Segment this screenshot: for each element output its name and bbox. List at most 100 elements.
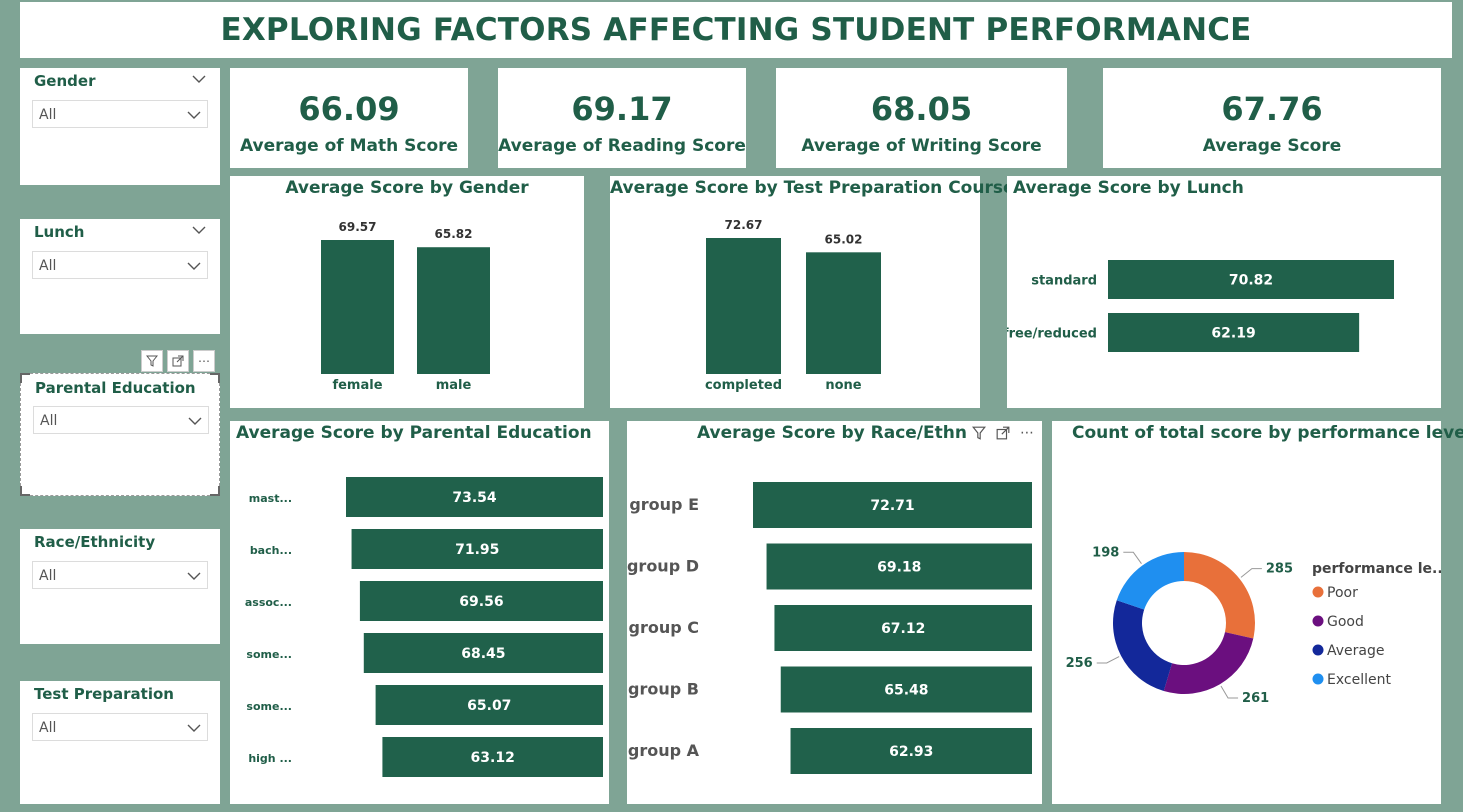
- kpi-card-math[interactable]: 66.09 Average of Math Score: [230, 68, 468, 168]
- data-label: 69.56: [459, 594, 503, 610]
- bar: [375, 685, 603, 725]
- slicer-title: Test Preparation: [34, 685, 174, 703]
- data-label: 261: [1242, 691, 1269, 706]
- slicer-value: All: [39, 258, 57, 274]
- slicer-value: All: [39, 568, 57, 584]
- data-label: 65.48: [884, 683, 928, 699]
- resize-handle[interactable]: [210, 373, 220, 383]
- kpi-label: Average Score: [1202, 136, 1342, 156]
- category-label: bach...: [250, 544, 292, 557]
- chevron-down-icon[interactable]: [192, 223, 206, 237]
- data-label: 67.12: [881, 621, 925, 637]
- bar: [1108, 260, 1394, 299]
- category-label: group B: [628, 680, 699, 699]
- bar: [321, 240, 394, 374]
- kpi-card-writing[interactable]: 68.05 Average of Writing Score: [776, 68, 1067, 168]
- focus-mode-icon[interactable]: [167, 350, 189, 372]
- category-label: some...: [246, 648, 292, 661]
- resize-handle[interactable]: [20, 486, 30, 496]
- category-label: group A: [628, 741, 700, 760]
- chart-race-ethnicity[interactable]: Average Score by Race/Ethnicit ⋯ 72.71 gr…: [627, 421, 1042, 804]
- slicer-test-preparation[interactable]: Test Preparation All: [20, 681, 220, 804]
- kpi-value: 66.09: [298, 90, 400, 128]
- filter-icon[interactable]: [972, 426, 986, 440]
- kpi-label: Average of Math Score: [239, 136, 459, 156]
- category-label: male: [436, 378, 472, 393]
- dashboard-title-bar: EXPLORING FACTORS AFFECTING STUDENT PERF…: [20, 2, 1452, 58]
- visual-toolbar: ⋯: [141, 350, 215, 372]
- test-prep-bar-chart: 72.67 completed 65.02 none: [705, 218, 881, 393]
- bar: [774, 605, 1032, 651]
- bar: [1108, 313, 1360, 352]
- resize-handle[interactable]: [20, 373, 30, 383]
- category-label: female: [332, 378, 382, 393]
- category-label: high ...: [248, 752, 292, 765]
- category-label: assoc...: [245, 596, 292, 609]
- chart-title: Average Score by Race/Ethnicit: [697, 423, 997, 443]
- legend-marker: [1312, 586, 1324, 598]
- slicer-gender[interactable]: Gender All: [20, 68, 220, 185]
- slicer-dropdown[interactable]: All: [33, 406, 209, 434]
- slicer-parental-education[interactable]: Parental Education All: [20, 373, 220, 496]
- slicer-dropdown[interactable]: All: [32, 251, 208, 279]
- bar: [382, 737, 603, 777]
- data-label: 69.18: [877, 560, 921, 576]
- resize-handle[interactable]: [210, 486, 220, 496]
- filter-icon[interactable]: [141, 350, 163, 372]
- data-label: 63.12: [471, 750, 515, 766]
- slicer-race-ethnicity[interactable]: Race/Ethnicity All: [20, 529, 220, 644]
- slicer-dropdown[interactable]: All: [32, 561, 208, 589]
- legend-item: Average: [1327, 643, 1385, 659]
- category-label: group C: [629, 618, 700, 637]
- category-label: none: [825, 378, 861, 393]
- category-label: some...: [246, 700, 292, 713]
- more-options-icon[interactable]: ⋯: [193, 350, 215, 372]
- chevron-down-icon: [187, 111, 201, 119]
- kpi-card-reading[interactable]: 69.17 Average of Reading Score: [498, 68, 746, 168]
- data-label: 71.95: [455, 542, 499, 558]
- slicer-lunch[interactable]: Lunch All: [20, 219, 220, 334]
- chart-parental-education[interactable]: Average Score by Parental Education 73.5…: [230, 421, 609, 804]
- focus-mode-icon[interactable]: [996, 426, 1010, 440]
- bar: [363, 633, 603, 673]
- parental-education-bar-chart: 73.54 mast... 71.95 bach... 69.56 assoc... 68.…: [245, 477, 603, 777]
- leader-line: [1220, 685, 1239, 699]
- data-label: 65.02: [825, 232, 863, 246]
- kpi-value: 69.17: [571, 90, 673, 128]
- data-label: 256: [1066, 656, 1093, 671]
- bar: [346, 477, 603, 517]
- slicer-value: All: [39, 107, 57, 123]
- legend-title: performance le...: [1312, 561, 1441, 577]
- chart-title: Average Score by Lunch: [1013, 178, 1244, 198]
- legend-item: Excellent: [1327, 672, 1391, 688]
- category-label: group E: [629, 495, 699, 514]
- lunch-bar-chart: 70.82 standard 62.19 free/reduced: [1007, 260, 1394, 352]
- kpi-label: Average of Writing Score: [801, 136, 1042, 156]
- kpi-card-average[interactable]: 67.76 Average Score: [1103, 68, 1441, 168]
- slicer-dropdown[interactable]: All: [32, 713, 208, 741]
- legend-marker: [1312, 644, 1324, 656]
- slicer-dropdown[interactable]: All: [32, 100, 208, 128]
- donut-slice: [1163, 632, 1254, 694]
- kpi-value: 68.05: [870, 90, 973, 128]
- data-label: 68.45: [461, 646, 505, 662]
- kpi-label: Average of Reading Score: [498, 136, 746, 156]
- legend-marker: [1312, 615, 1324, 627]
- chart-performance-level[interactable]: Count of total score by performance leve…: [1052, 421, 1463, 804]
- legend-item: Poor: [1327, 585, 1358, 601]
- more-options-icon[interactable]: ⋯: [1020, 425, 1034, 441]
- category-label: completed: [705, 378, 782, 393]
- data-label: 73.54: [452, 490, 497, 506]
- data-label: 72.67: [725, 218, 763, 232]
- kpi-value: 67.76: [1221, 90, 1323, 128]
- chart-test-prep[interactable]: Average Score by Test Preparation Course…: [610, 176, 1014, 408]
- chart-lunch[interactable]: Average Score by Lunch 70.82 standard 62.1…: [1007, 176, 1441, 408]
- category-label: free/reduced: [1007, 327, 1097, 342]
- slicer-title: Gender: [34, 72, 96, 90]
- chevron-down-icon: [188, 417, 202, 425]
- chevron-down-icon: [187, 724, 201, 732]
- bar: [359, 581, 603, 621]
- chevron-down-icon[interactable]: [192, 72, 206, 86]
- category-label: standard: [1031, 274, 1097, 289]
- chart-gender[interactable]: Average Score by Gender 69.57 female 65.82…: [230, 176, 584, 408]
